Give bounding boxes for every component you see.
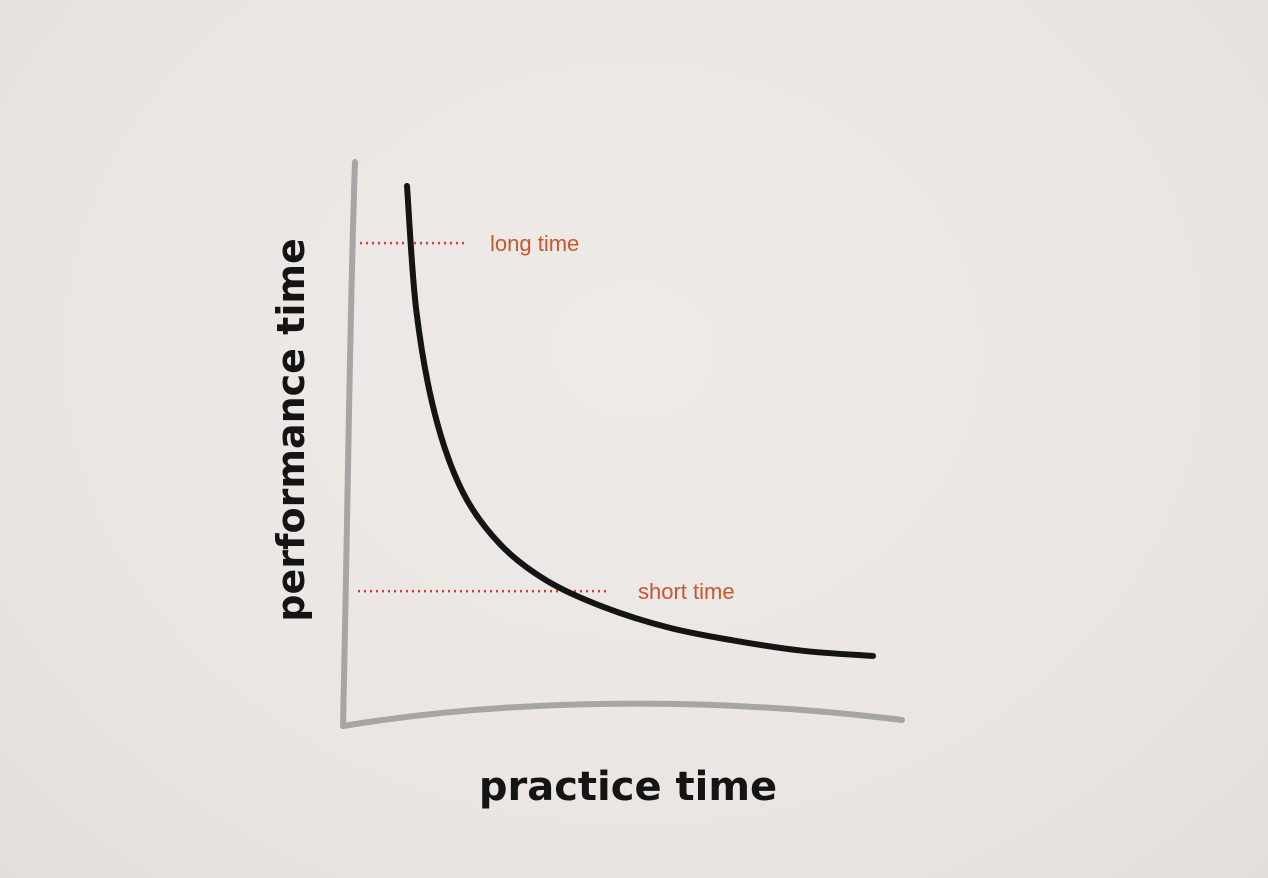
y-axis	[340, 159, 358, 729]
reference-label-short-time: short time	[638, 579, 735, 604]
x-axis-label: practice time	[479, 764, 777, 810]
y-axis-label: performance time	[269, 238, 313, 621]
reference-label-long-time: long time	[490, 231, 579, 256]
performance-curve	[404, 183, 876, 659]
x-axis	[340, 700, 905, 729]
